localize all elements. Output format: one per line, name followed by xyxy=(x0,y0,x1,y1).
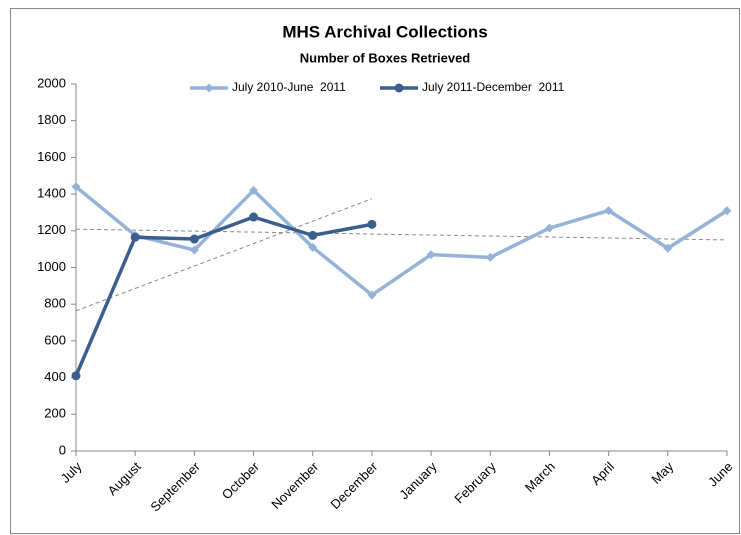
marker xyxy=(394,83,404,93)
marker xyxy=(130,232,140,242)
chart-subtitle: Number of Boxes Retrieved xyxy=(300,50,471,65)
chart-title: MHS Archival Collections xyxy=(282,22,487,41)
marker xyxy=(367,290,377,300)
series-line xyxy=(74,215,373,377)
marker xyxy=(204,83,214,93)
marker xyxy=(426,250,436,260)
marker xyxy=(249,212,259,222)
chart-frame xyxy=(10,8,740,534)
marker xyxy=(249,185,259,195)
marker xyxy=(71,182,81,192)
legend-label: July 2011-December 2011 xyxy=(422,80,565,94)
trendline xyxy=(75,228,728,241)
marker xyxy=(308,230,318,240)
y-tick-label: 1200 xyxy=(37,222,66,237)
marker xyxy=(604,206,614,216)
marker xyxy=(663,243,673,253)
y-tick-label: 2000 xyxy=(37,75,66,90)
series-line xyxy=(74,185,728,297)
marker xyxy=(189,234,199,244)
marker xyxy=(544,223,554,233)
y-tick-label: 0 xyxy=(59,442,66,457)
y-tick-label: 800 xyxy=(44,296,66,311)
y-tick-label: 1400 xyxy=(37,186,66,201)
legend-label: July 2010-June 2011 xyxy=(232,80,346,94)
y-tick-label: 600 xyxy=(44,332,66,347)
marker xyxy=(189,245,199,255)
marker xyxy=(485,252,495,262)
marker xyxy=(308,242,318,252)
y-tick-label: 1800 xyxy=(37,112,66,127)
trendline xyxy=(75,198,373,312)
y-tick-label: 1600 xyxy=(37,149,66,164)
marker xyxy=(71,371,81,381)
y-tick-label: 200 xyxy=(44,406,66,421)
y-tick-label: 400 xyxy=(44,369,66,384)
marker xyxy=(367,219,377,229)
y-tick-label: 1000 xyxy=(37,259,66,274)
marker xyxy=(722,206,732,216)
